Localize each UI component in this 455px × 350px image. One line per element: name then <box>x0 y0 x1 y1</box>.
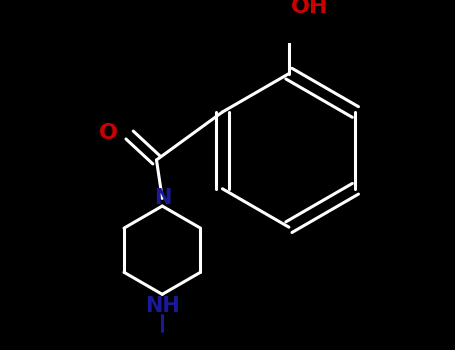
Text: O: O <box>99 123 118 143</box>
Text: N: N <box>154 188 172 208</box>
Text: NH: NH <box>145 296 180 316</box>
Text: OH: OH <box>291 0 329 17</box>
